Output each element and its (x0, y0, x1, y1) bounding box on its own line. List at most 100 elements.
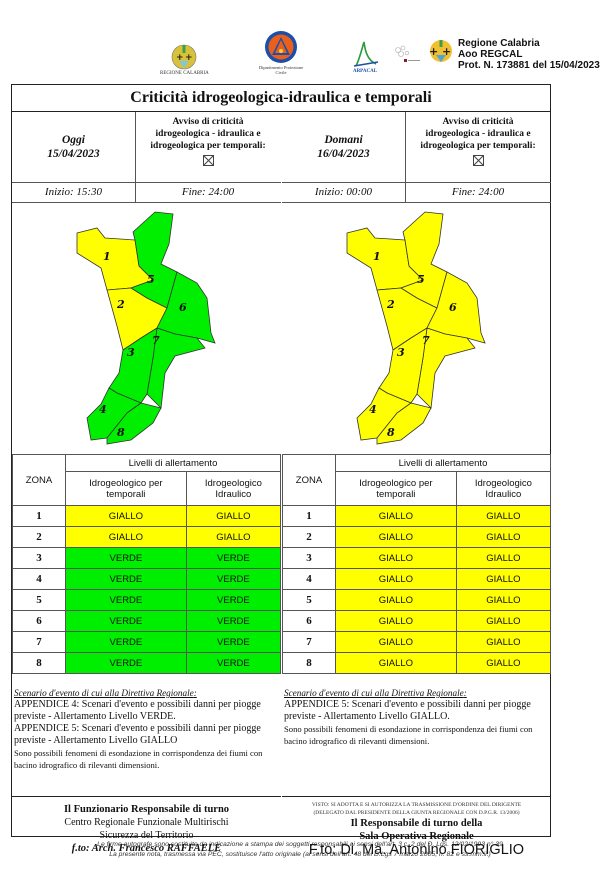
arpacal-emblem-icon (353, 41, 379, 67)
today-alert-table: ZONA Livelli di allertamento Idrogeologi… (12, 454, 282, 674)
regione-calabria-small-logo: + + (428, 38, 454, 64)
today-scenario-line: APPENDICE 4: Scenari d'evento e possibil… (14, 699, 261, 722)
levels-header: Livelli di allertamento (335, 454, 551, 472)
table-row: 5 GIALLO GIALLO (282, 589, 552, 611)
tomorrow-scenario-line: APPENDICE 5: Scenari d'evento e possibil… (284, 699, 531, 722)
zone-label-8: 8 (117, 426, 125, 439)
tomorrow-scenario-heading: Scenario d'evento di cui alla Direttiva … (284, 688, 467, 698)
right-signature-title-2: Sala Operativa Regionale (359, 831, 474, 842)
table-row: 4 GIALLO GIALLO (282, 568, 552, 590)
tomorrow-avviso-line: idrogeologica - idraulica e (425, 129, 531, 139)
table-row: 4 VERDE VERDE (12, 568, 282, 590)
temporali-header: Idrogeologico per temporali (65, 471, 187, 506)
protezione-civile-caption: Dipartimento Protezione Civile (258, 65, 304, 75)
tomorrow-header: Domani 16/04/2023 Avviso di criticità id… (282, 112, 551, 183)
svg-text:+: + (185, 53, 193, 63)
today-start-time: Inizio: 15:30 (12, 182, 136, 202)
svg-text:+: + (176, 53, 184, 63)
tomorrow-zone-8 (376, 402, 432, 445)
today-zone-8 (106, 402, 162, 445)
table-row: 3 GIALLO GIALLO (282, 547, 552, 569)
today-scenario: Scenario d'evento di cui alla Direttiva … (14, 688, 279, 771)
zona-header: ZONA (282, 454, 336, 506)
zone-label-3: 3 (127, 346, 135, 359)
today-scenario-heading: Scenario d'evento di cui alla Direttiva … (14, 688, 197, 698)
zone-label-1: 1 (103, 250, 111, 263)
tomorrow-scenario-note: Sono possibili fenomeni di esondazione i… (284, 724, 533, 746)
today-avviso-checkbox[interactable] (202, 155, 214, 166)
left-signature: Il Funzionario Responsabile di turno Cen… (12, 796, 281, 863)
table-row: 3 VERDE VERDE (12, 547, 282, 569)
protocol-line-3: Prot. N. 173881 del 15/04/2023 (458, 60, 600, 71)
table-row: 2 GIALLO GIALLO (282, 526, 552, 548)
protezione-civile-logo: Dipartimento Protezione Civile (258, 30, 304, 75)
legal-footer: Le firme autografe sono sostituite da in… (0, 840, 600, 860)
arpacal-logo: ARPACAL (350, 40, 380, 74)
tomorrow-date: 16/04/2023 (317, 148, 370, 160)
today-end-time: Fine: 24:00 (181, 186, 235, 198)
svg-text:5: 5 (417, 273, 425, 286)
regione-calabria-logo: + + Regione Calabria (160, 44, 209, 76)
protocol-stamp: Regione Calabria Aoo REGCAL Prot. N. 173… (458, 38, 600, 71)
table-row: 1 GIALLO GIALLO (282, 505, 552, 527)
table-row: 2 GIALLO GIALLO (12, 526, 282, 548)
tomorrow-avviso: Avviso di criticità idrogeologica - idra… (405, 112, 551, 182)
svg-text:1: 1 (373, 250, 381, 263)
tomorrow-avviso-line: idrogeologica per temporali: (420, 141, 536, 151)
tomorrow-times: Inizio: 00:00 Fine: 24:00 (282, 182, 551, 203)
svg-text:2: 2 (386, 298, 395, 311)
zone-label-4: 4 (99, 403, 107, 416)
protezione-civile-emblem-icon (265, 31, 297, 63)
svg-text:+: + (429, 45, 438, 58)
tomorrow-map: 1 5 2 6 7 3 4 8 (282, 202, 551, 455)
page-title: Criticità idrogeologica-idraulica e temp… (12, 85, 550, 112)
cfm-logo (392, 44, 422, 66)
svg-text:8: 8 (387, 426, 395, 439)
today-avviso-line: idrogeologica - idraulica e (155, 129, 261, 139)
right-signature-title-1: Il Responsabile di turno della (350, 818, 483, 829)
today-map: 1 5 2 6 7 3 4 8 (12, 202, 281, 455)
bulletin-frame: Criticità idrogeologica-idraulica e temp… (11, 84, 552, 858)
tomorrow-zone-6 (426, 271, 486, 344)
today-header: Oggi 15/04/2023 Avviso di criticità idro… (12, 112, 281, 183)
today-calabria-map: 1 5 2 6 7 3 4 8 (76, 211, 216, 445)
temporali-header: Idrogeologico per temporali (335, 471, 457, 506)
today-scenario-line: APPENDICE 5: Scenari d'evento e possibil… (14, 723, 261, 746)
svg-text:+: + (442, 45, 451, 58)
left-signature-title: Il Funzionario Responsabile di turno (63, 804, 230, 815)
tomorrow-day-cell: Domani 16/04/2023 (282, 112, 406, 182)
protocol-line-2: Aoo REGCAL (458, 49, 523, 60)
table-row: 8 GIALLO GIALLO (282, 652, 552, 674)
today-scenario-note: Sono possibili fenomeni di esondazione i… (14, 748, 263, 770)
today-zone-6 (156, 271, 216, 344)
table-row: 7 VERDE VERDE (12, 631, 282, 653)
table-row: 8 VERDE VERDE (12, 652, 282, 674)
tomorrow-calabria-map: 1 5 2 6 7 3 4 8 (346, 211, 486, 445)
svg-text:6: 6 (449, 301, 457, 314)
today-times: Inizio: 15:30 Fine: 24:00 (12, 182, 281, 203)
zone-label-2: 2 (116, 298, 125, 311)
tomorrow-avviso-checkbox[interactable] (472, 155, 484, 166)
table-row: 7 GIALLO GIALLO (282, 631, 552, 653)
footer-line-1: Le firme autografe sono sostituite da in… (97, 841, 503, 848)
zone-label-7: 7 (152, 334, 160, 347)
today-avviso-line: Avviso di criticità (172, 117, 244, 127)
right-signature-visto-2: (DELEGATO DAL PRESIDENTE DELLA GIUNTA RE… (313, 810, 520, 816)
svg-text:7: 7 (422, 334, 430, 347)
left-signature-line2: Sicurezza del Territorio (99, 830, 194, 841)
svg-text:3: 3 (397, 346, 405, 359)
today-avviso-line: idrogeologica per temporali: (150, 141, 266, 151)
tomorrow-alert-table: ZONA Livelli di allertamento Idrogeologi… (282, 454, 552, 674)
zone-label-6: 6 (179, 301, 187, 314)
today-zone-3 (108, 327, 158, 404)
zone-label-5: 5 (147, 273, 155, 286)
regione-calabria-small-emblem-icon: + + (429, 40, 452, 62)
protocol-line-1: Regione Calabria (458, 38, 540, 49)
tomorrow-label: Domani (324, 134, 363, 146)
table-row: 5 VERDE VERDE (12, 589, 282, 611)
tomorrow-avviso-line: Avviso di criticità (442, 117, 514, 127)
table-row: 6 VERDE VERDE (12, 610, 282, 632)
tomorrow-scenario: Scenario d'evento di cui alla Direttiva … (284, 688, 549, 747)
right-signature-visto-1: VISTO: SI ADOTTA E SI AUTORIZZA LA TRASM… (311, 802, 522, 808)
idraulico-header: Idrogeologico Idraulico (455, 471, 552, 506)
